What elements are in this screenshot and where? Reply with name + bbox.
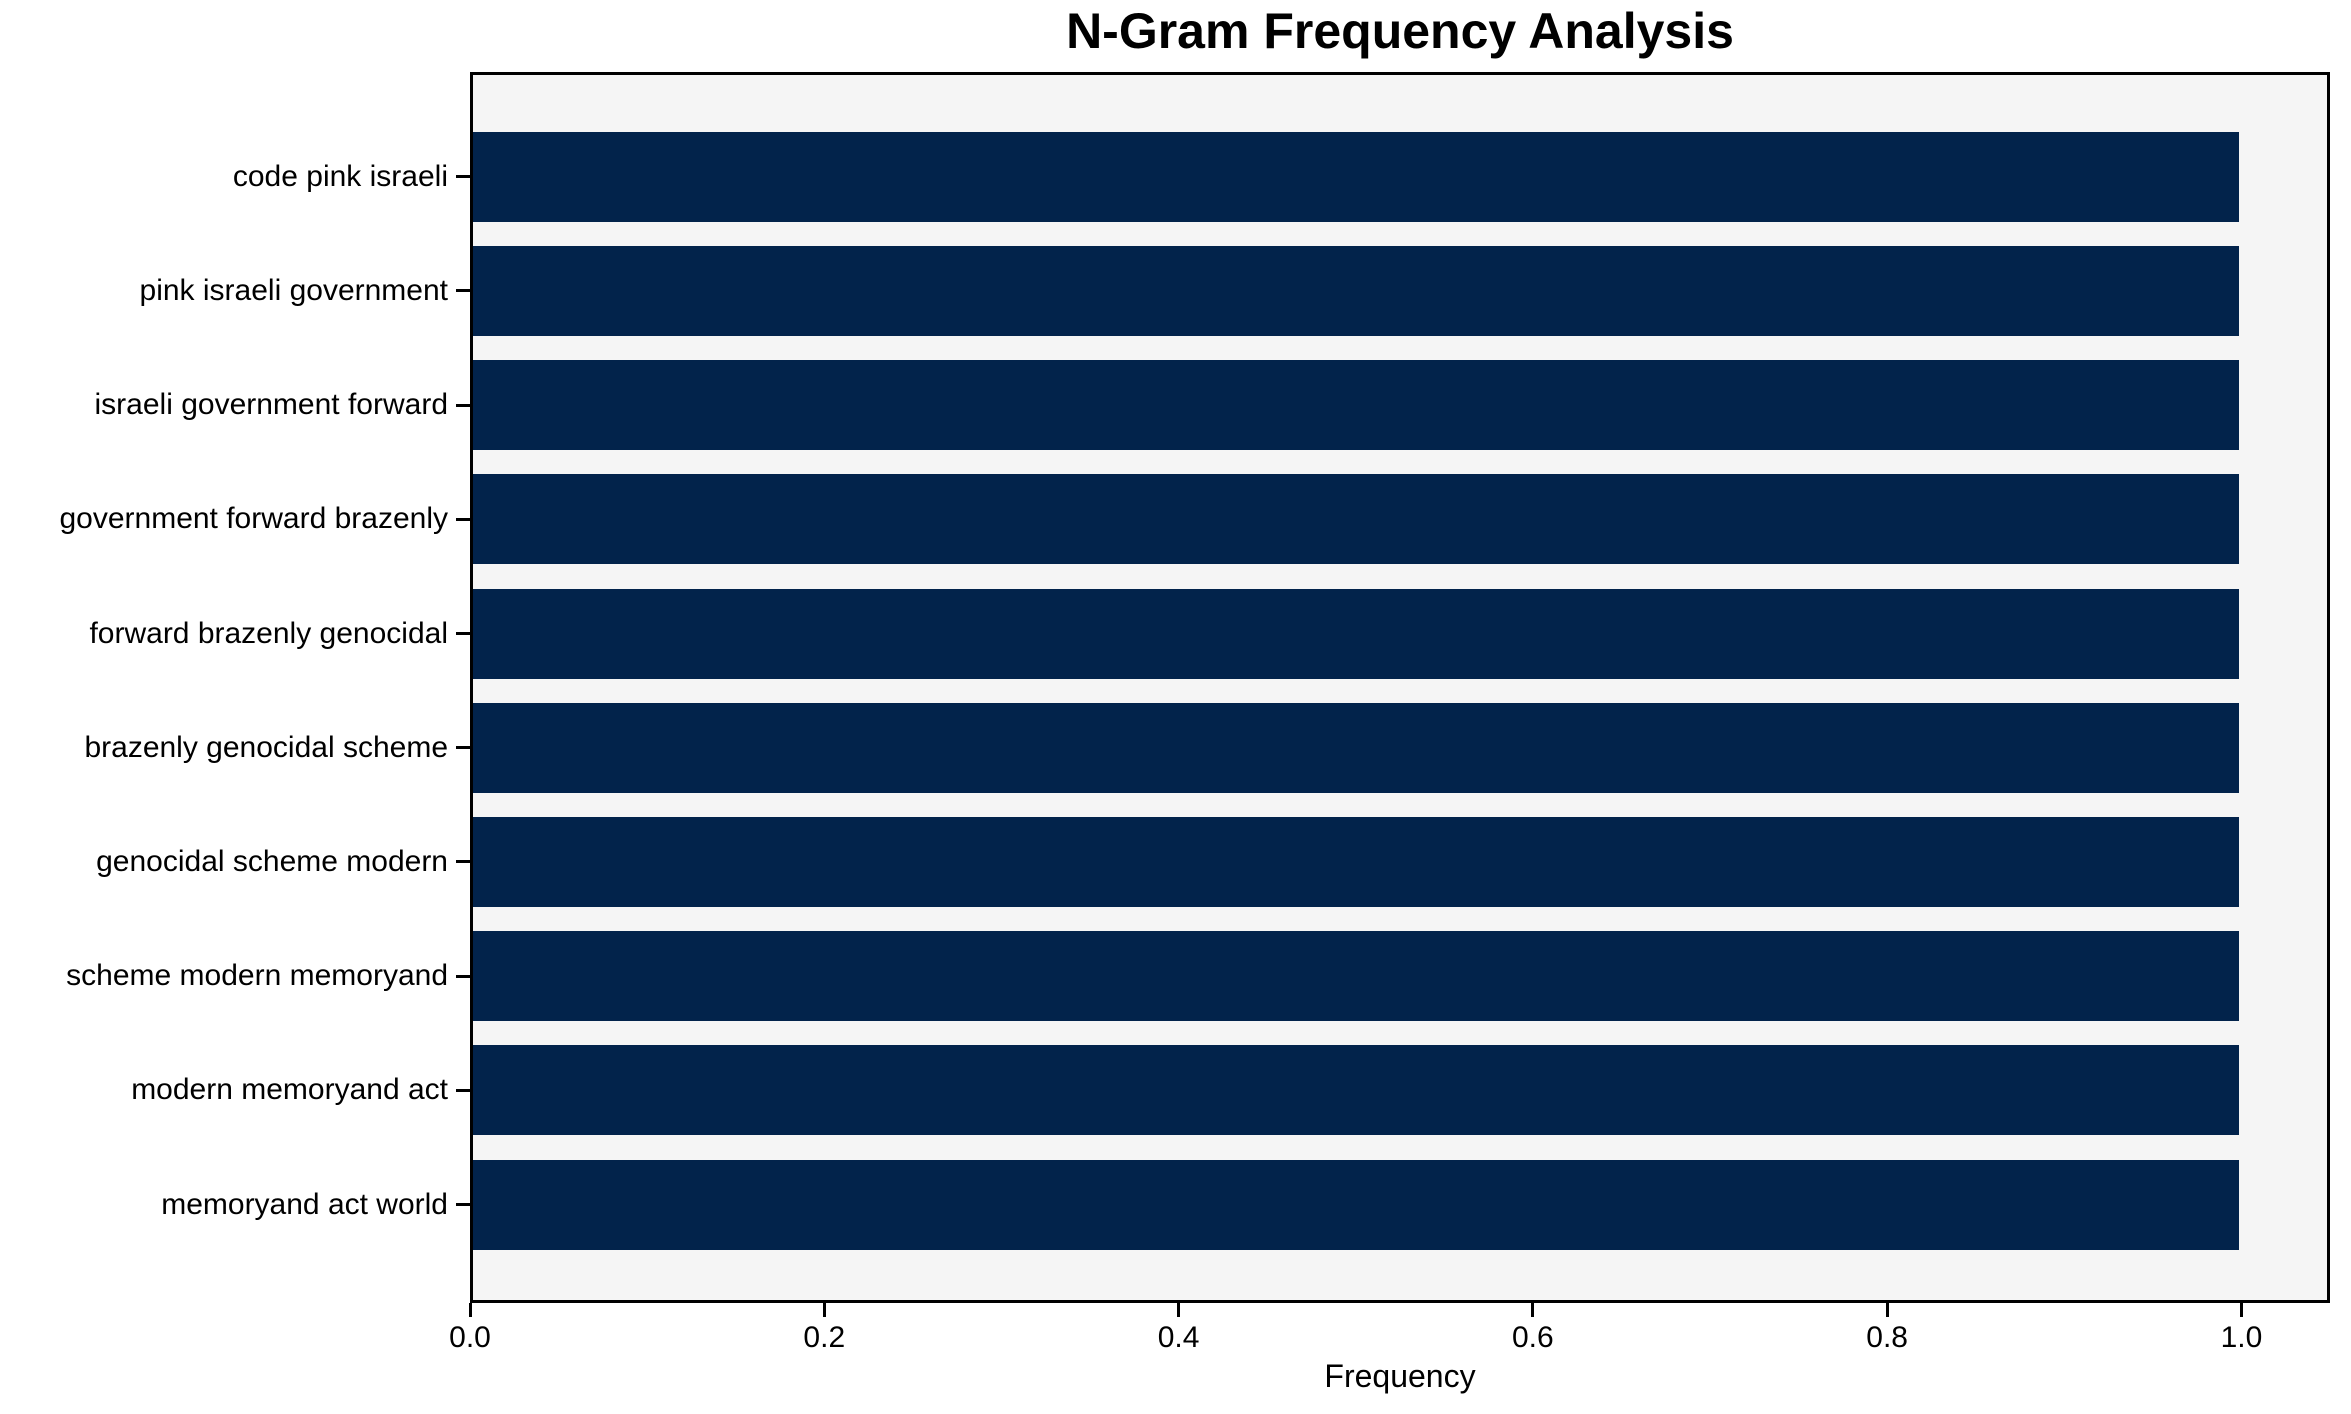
- y-tick-label: genocidal scheme modern: [96, 844, 448, 878]
- x-tick-mark: [2239, 1303, 2243, 1317]
- y-tick-label: israeli government forward: [94, 388, 448, 422]
- y-tick-mark: [456, 175, 470, 179]
- x-tick-label: 0.0: [449, 1321, 491, 1354]
- y-tick-mark: [456, 1203, 470, 1206]
- x-tick-mark: [1885, 1303, 1889, 1317]
- bar: [473, 131, 2239, 222]
- y-tick-mark: [456, 517, 470, 521]
- y-tick-label: pink israeli government: [139, 273, 448, 307]
- y-tick-mark: [456, 1088, 470, 1092]
- x-tick-label: 0.8: [1866, 1321, 1908, 1354]
- bar: [473, 816, 2239, 907]
- x-tick-mark: [468, 1303, 472, 1317]
- plot-area: [470, 72, 2330, 1303]
- y-tick-mark: [456, 289, 470, 293]
- x-tick-mark: [1531, 1303, 1535, 1317]
- y-tick-label: memoryand act world: [161, 1187, 448, 1221]
- bar: [473, 931, 2239, 1022]
- bar: [473, 702, 2239, 793]
- x-tick-mark: [1177, 1303, 1181, 1317]
- y-tick-label: code pink israeli: [232, 159, 448, 193]
- y-tick-mark: [456, 403, 470, 407]
- bar: [473, 245, 2239, 336]
- chart-title: N-Gram Frequency Analysis: [1066, 3, 1734, 59]
- y-tick-mark: [456, 746, 470, 750]
- x-tick-mark: [822, 1303, 826, 1317]
- bar: [473, 474, 2239, 565]
- y-tick-label: brazenly genocidal scheme: [84, 730, 448, 764]
- bar: [473, 360, 2239, 451]
- y-tick-mark: [456, 860, 470, 864]
- x-tick-label: 0.2: [803, 1321, 846, 1354]
- bar: [473, 1045, 2239, 1136]
- x-axis-label: Frequency: [1324, 1358, 1476, 1394]
- bar: [473, 588, 2239, 679]
- x-tick-label: 0.4: [1157, 1321, 1200, 1354]
- y-tick-label: modern memoryand act: [131, 1073, 448, 1107]
- y-tick-label: forward brazenly genocidal: [89, 616, 448, 650]
- y-tick-mark: [456, 974, 470, 978]
- y-tick-label: government forward brazenly: [59, 502, 448, 536]
- x-tick-label: 0.6: [1511, 1321, 1554, 1354]
- y-tick-mark: [456, 632, 470, 635]
- y-tick-label: scheme modern memoryand: [66, 959, 448, 993]
- bar: [473, 1159, 2239, 1250]
- x-tick-label: 1.0: [2220, 1321, 2263, 1354]
